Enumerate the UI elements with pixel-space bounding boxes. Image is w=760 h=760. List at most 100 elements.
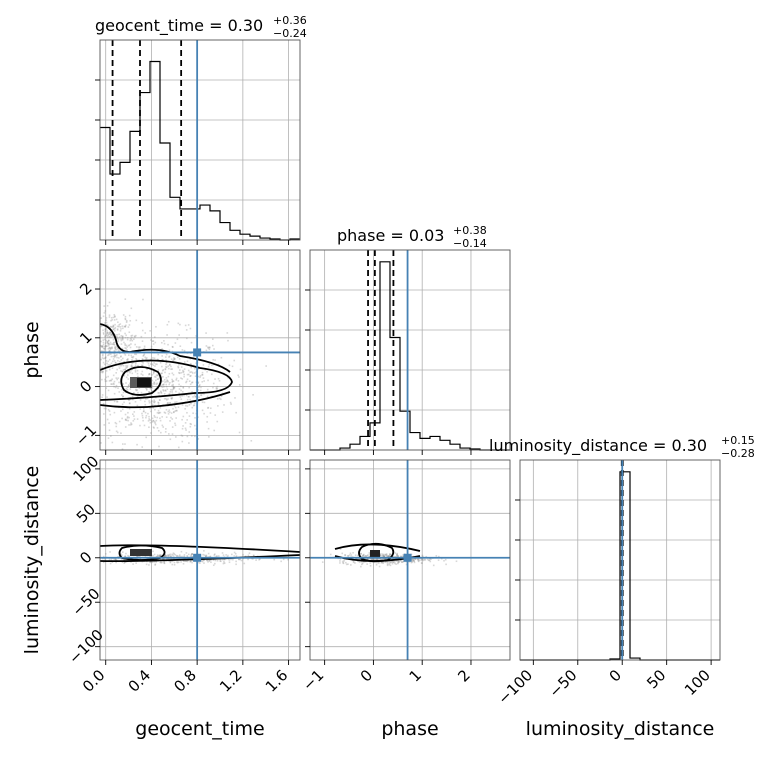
scatter-gt-phase-point: [239, 368, 242, 371]
scatter-phase-ld-point: [359, 558, 361, 560]
scatter-gt-phase-point: [186, 337, 188, 340]
scatter-gt-phase-b-point: [113, 327, 116, 330]
scatter-gt-phase-b-point: [126, 338, 129, 341]
scatter-gt-ld-point: [205, 555, 207, 557]
scatter-gt-phase-point: [104, 357, 107, 360]
scatter-phase-ld-point: [347, 563, 349, 565]
scatter-gt-phase-point: [151, 417, 154, 420]
scatter-gt-phase-b-point: [111, 367, 114, 369]
scatter-gt-ld-point: [167, 554, 170, 557]
scatter-gt-phase-point: [153, 336, 156, 338]
scatter-gt-phase-point: [171, 345, 174, 348]
scatter-gt-phase-point: [130, 338, 133, 341]
scatter-gt-phase-point: [161, 355, 163, 357]
scatter-gt-phase-point: [132, 355, 135, 358]
scatter-gt-phase-point: [139, 424, 141, 427]
scatter-gt-phase-point: [121, 363, 123, 366]
scatter-gt-phase-point: [145, 388, 148, 390]
scatter-gt-ld-point: [123, 558, 125, 561]
title-phase-lower: −0.14: [453, 237, 487, 250]
scatter-gt-phase-b-point: [120, 338, 122, 340]
scatter-phase-ld-point: [362, 554, 365, 557]
scatter-gt-phase-point: [113, 400, 116, 403]
scatter-gt-ld-point: [185, 560, 187, 562]
scatter-gt-phase-point: [194, 435, 196, 438]
scatter-gt-phase-point: [105, 376, 108, 379]
scatter-gt-phase-b-point: [118, 333, 121, 336]
scatter-gt-phase-point: [118, 360, 121, 363]
scatter-gt-phase-b-point: [118, 357, 120, 359]
scatter-gt-phase-point: [178, 371, 180, 374]
scatter-gt-phase-point: [194, 372, 196, 374]
scatter-phase-ld-point: [343, 558, 346, 561]
scatter-gt-phase-b-point: [104, 330, 107, 333]
scatter-phase-ld-point: [379, 554, 381, 556]
scatter-gt-phase-b-point: [105, 317, 108, 319]
scatter-phase-ld-point: [388, 563, 391, 566]
scatter-gt-phase-point: [108, 429, 111, 432]
scatter-gt-phase-b-point: [106, 332, 108, 334]
scatter-gt-phase-point: [189, 375, 191, 378]
scatter-gt-phase-point: [122, 391, 125, 394]
scatter-gt-ld-point: [189, 560, 192, 563]
scatter-gt-phase-point: [182, 415, 185, 418]
scatter-gt-phase-b-point: [109, 331, 111, 334]
scatter-gt-phase-point: [183, 361, 186, 363]
scatter-gt-phase-point: [126, 371, 129, 374]
scatter-gt-ld-point: [191, 553, 194, 555]
scatter-phase-ld-point: [438, 555, 440, 558]
scatter-gt-phase-b-point: [125, 324, 127, 327]
scatter-phase-ld-point: [414, 558, 417, 560]
scatter-gt-phase-b-point: [110, 336, 112, 339]
scatter-gt-phase-b-point: [130, 354, 133, 357]
scatter-gt-ld-point: [173, 553, 176, 555]
scatter-gt-phase-point: [167, 380, 169, 383]
scatter-gt-phase-point: [217, 363, 220, 366]
scatter-phase-ld-point: [396, 552, 399, 555]
scatter-gt-phase-point: [112, 382, 115, 385]
scatter-gt-phase-point: [173, 358, 176, 360]
scatter-gt-phase-point: [171, 381, 174, 383]
scatter-gt-phase-point: [143, 410, 145, 412]
scatter-phase-ld-point: [411, 560, 414, 562]
scatter-gt-phase-point: [212, 358, 215, 361]
scatter-gt-phase-b-point: [121, 337, 124, 340]
scatter-gt-phase-point: [194, 368, 196, 370]
scatter-gt-phase-b-point: [113, 383, 115, 386]
scatter-gt-phase-point: [142, 410, 145, 413]
scatter-gt-phase-point: [108, 410, 111, 412]
scatter-gt-ld-point: [173, 563, 176, 566]
scatter-gt-ld-point: [176, 554, 178, 557]
scatter-gt-ld-point: [102, 555, 105, 558]
xticklabel-phase-0: −1: [299, 666, 327, 694]
scatter-gt-phase-point: [140, 364, 143, 367]
grid-layer: [100, 40, 720, 660]
scatter-gt-phase-b-point: [111, 333, 114, 335]
scatter-gt-phase-b-point: [121, 339, 124, 341]
scatter-gt-phase-point: [173, 386, 175, 389]
scatter-gt-phase-b-point: [124, 368, 126, 371]
scatter-gt-phase-point: [114, 421, 117, 424]
scatter-gt-phase-b-point: [128, 324, 131, 326]
scatter-gt-phase-point: [177, 446, 180, 449]
scatter-phase-ld-point: [416, 558, 419, 561]
scatter-gt-phase-point: [120, 432, 122, 434]
hist-geocent_time: [100, 60, 300, 241]
scatter-gt-phase-b-point: [112, 328, 115, 330]
scatter-gt-phase-point: [177, 406, 180, 409]
scatter-gt-ld-point: [152, 550, 154, 553]
scatter-gt-phase-point: [157, 401, 160, 404]
scatter-gt-phase-b-point: [114, 348, 117, 351]
scatter-gt-phase-b-point: [101, 325, 103, 327]
scatter-gt-phase-point: [156, 427, 159, 429]
scatter-gt-phase-point: [110, 379, 113, 382]
scatter-gt-phase-point: [137, 346, 140, 349]
scatter-gt-phase-point: [162, 383, 165, 386]
scatter-gt-phase-point: [162, 380, 164, 383]
scatter-gt-ld-point: [223, 558, 226, 561]
scatter-gt-phase-point: [207, 407, 209, 409]
scatter-gt-phase-b-point: [104, 322, 106, 324]
scatter-gt-phase-point: [140, 335, 143, 338]
scatter-gt-ld-point: [118, 555, 121, 558]
scatter-phase-ld-point: [396, 553, 398, 556]
